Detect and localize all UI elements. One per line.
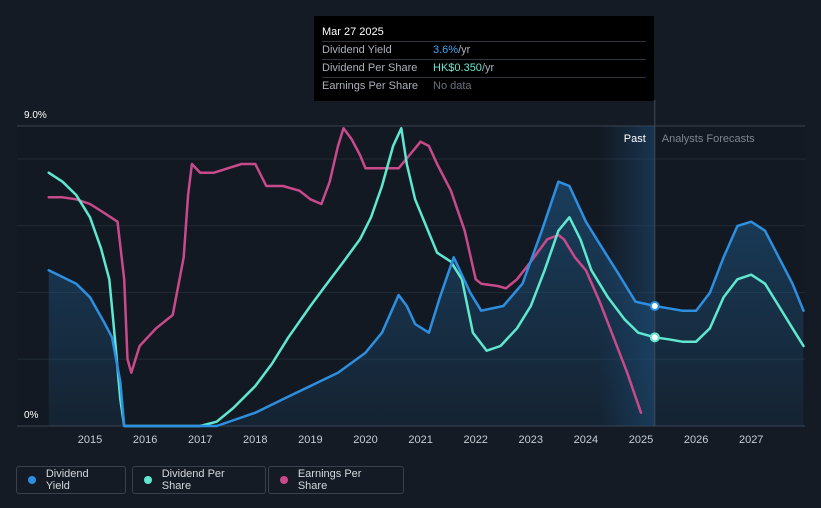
- x-tick-label: 2015: [78, 434, 102, 446]
- x-tick-label: 2023: [519, 434, 543, 446]
- legend-dividend-per-share[interactable]: Dividend Per Share: [132, 466, 266, 494]
- tooltip-label: Dividend Yield: [322, 44, 392, 56]
- x-tick-label: 2022: [463, 434, 487, 446]
- x-tick-label: 2017: [188, 434, 212, 446]
- tooltip-unit: /yr: [481, 62, 495, 74]
- x-tick-label: 2019: [298, 434, 322, 446]
- tooltip-label: Dividend Per Share: [322, 62, 418, 74]
- tooltip-row-dividend-per-share: Dividend Per Share HK$0.350 /yr: [322, 59, 646, 77]
- legend-label: Dividend Yield: [45, 468, 89, 492]
- x-tick-label: 2018: [243, 434, 267, 446]
- tooltip-label: Earnings Per Share: [322, 80, 418, 92]
- x-tick-label: 2021: [408, 434, 432, 446]
- x-tick-label: 2027: [739, 434, 763, 446]
- x-tick-label: 2024: [574, 434, 598, 446]
- forecast-label: Analysts Forecasts: [662, 133, 755, 145]
- legend-label: Dividend Per Share: [161, 468, 225, 492]
- tooltip-row-earnings-per-share: Earnings Per Share No data: [322, 77, 646, 95]
- x-tick-label: 2026: [684, 434, 708, 446]
- legend-label: Earnings Per Share: [297, 468, 362, 492]
- legend-earnings-per-share[interactable]: Earnings Per Share: [268, 466, 404, 494]
- tooltip-unit: /yr: [458, 44, 471, 56]
- legend-dot-icon: [280, 476, 288, 484]
- tooltip-row-dividend-yield: Dividend Yield 3.6% /yr: [322, 41, 646, 59]
- y-axis-bottom-label: 0%: [24, 410, 39, 421]
- tooltip-value: 3.6%: [433, 44, 459, 56]
- x-tick-label: 2016: [133, 434, 157, 446]
- tooltip-value: HK$0.350: [433, 62, 482, 74]
- tooltip-date: Mar 27 2025: [322, 26, 384, 38]
- dps-marker: [649, 332, 660, 343]
- tooltip: Mar 27 2025 Dividend Yield 3.6% /yr Divi…: [314, 16, 654, 101]
- yield-line: [47, 180, 805, 428]
- legend-dividend-yield[interactable]: Dividend Yield: [16, 466, 126, 494]
- dividend-yield-area: [48, 181, 804, 426]
- tooltip-value: No data: [433, 80, 472, 92]
- y-axis-top-label: 9.0%: [24, 110, 47, 121]
- legend-dot-icon: [144, 476, 152, 484]
- x-tick-label: 2025: [629, 434, 653, 446]
- legend-dot-icon: [28, 476, 36, 484]
- past-label: Past: [624, 133, 646, 145]
- yield-marker: [649, 301, 660, 311]
- x-tick-label: 2020: [353, 434, 377, 446]
